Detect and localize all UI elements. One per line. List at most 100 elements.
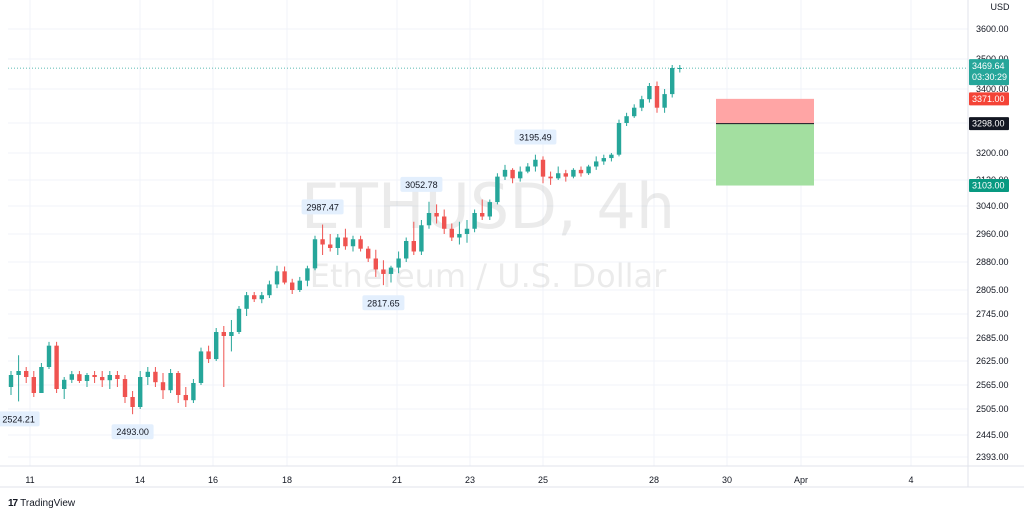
candle-down	[77, 374, 82, 381]
candle-down	[206, 351, 211, 360]
candle-up	[198, 351, 204, 383]
candle-up	[601, 158, 606, 162]
price-callout[interactable]	[0, 411, 40, 427]
y-tick-label: 2393.00	[976, 452, 1009, 462]
stop-price-tag-label: 3371.00	[972, 94, 1005, 104]
candle-down	[92, 375, 97, 377]
candle-up	[518, 171, 523, 179]
candle-down	[480, 213, 485, 217]
countdown-label: 03:30:29	[972, 72, 1007, 82]
candle-down	[320, 239, 325, 245]
price-callout-label: 3195.49	[519, 133, 552, 143]
candle-up	[677, 68, 682, 69]
candle-up	[62, 379, 67, 389]
candle-up	[297, 280, 302, 290]
y-tick-label: 3040.00	[976, 201, 1009, 211]
price-callout-label: 2817.65	[367, 298, 400, 308]
candle-down	[358, 239, 363, 249]
candle-up	[502, 169, 508, 177]
candle-up	[556, 173, 561, 179]
candle-up	[46, 345, 52, 367]
stop-loss-zone[interactable]	[716, 98, 814, 124]
price-callout[interactable]	[400, 176, 443, 192]
candle-up	[69, 374, 74, 380]
candle-down	[221, 332, 226, 336]
candle-up	[616, 123, 622, 155]
candle-down	[411, 241, 416, 252]
candle-down	[449, 228, 454, 238]
candle-up	[236, 308, 242, 332]
candle-up	[464, 228, 470, 234]
tradingview-logo-icon: 17	[8, 498, 18, 509]
tradingview-branding: 17 TradingView	[8, 498, 75, 509]
currency-label: USD	[990, 2, 1010, 12]
watermark-description: Ethereum / U.S. Dollar	[310, 257, 667, 295]
candle-down	[366, 248, 371, 259]
candle-down	[442, 216, 447, 229]
x-tick-label: 4	[908, 475, 913, 485]
candle-up	[8, 375, 14, 387]
candle-up	[396, 258, 401, 268]
candle-up	[419, 225, 424, 252]
candle-up	[457, 234, 462, 238]
candle-up	[350, 239, 356, 247]
candle-up	[84, 375, 90, 381]
take-profit-zone[interactable]	[716, 123, 814, 186]
x-tick-label: 14	[135, 475, 145, 485]
candle-down	[343, 237, 348, 247]
y-tick-label: 2960.00	[976, 229, 1009, 239]
candle-down	[130, 397, 135, 407]
candle-up	[16, 371, 21, 375]
y-tick-label: 3400.00	[976, 84, 1009, 94]
price-callout[interactable]	[362, 295, 405, 311]
candle-up	[639, 99, 644, 108]
candle-down	[510, 169, 515, 179]
candle-up	[647, 86, 652, 100]
candle-down	[252, 295, 257, 300]
price-callout-label: 3052.78	[405, 180, 438, 190]
candle-up	[244, 295, 249, 309]
candle-up	[274, 271, 280, 285]
candle-up	[624, 116, 629, 123]
candle-up	[335, 237, 340, 248]
x-tick-label: 25	[538, 475, 548, 485]
candle-up	[259, 295, 264, 300]
candle-up	[305, 268, 310, 281]
candle-up	[586, 166, 591, 174]
x-tick-label: 28	[649, 475, 659, 485]
x-tick-label: 11	[25, 475, 34, 485]
y-tick-label: 2445.00	[976, 430, 1009, 440]
candle-up	[39, 367, 44, 393]
candle-up	[594, 161, 599, 167]
last-price-label: 3469.64	[972, 61, 1005, 71]
candle-up	[145, 371, 150, 377]
candle-down	[578, 169, 584, 174]
y-tick-label: 2625.00	[976, 356, 1009, 366]
candle-up	[533, 159, 538, 167]
y-tick-label: 3600.00	[976, 24, 1009, 34]
candle-up	[229, 332, 234, 336]
candle-up	[632, 107, 637, 117]
price-callout-label: 2524.21	[2, 414, 35, 424]
candle-down	[54, 345, 59, 389]
candle-up	[487, 202, 492, 217]
candle-up	[571, 169, 576, 177]
candle-up	[525, 166, 530, 172]
candle-down	[176, 373, 181, 395]
tradingview-brand-name: TradingView	[20, 498, 76, 509]
candle-up	[214, 332, 219, 360]
candle-down	[540, 159, 546, 177]
price-callout-label: 2987.47	[306, 202, 339, 212]
target-price-tag-label: 3103.00	[972, 181, 1005, 191]
candle-up	[168, 373, 173, 391]
stop-price-tag	[969, 92, 1009, 106]
price-callout[interactable]	[111, 424, 154, 440]
candle-down	[373, 258, 378, 270]
price-callout[interactable]	[301, 199, 344, 215]
candle-up	[388, 267, 394, 274]
price-callout[interactable]	[514, 129, 557, 145]
candle-down	[31, 377, 36, 393]
price-callout-label: 2493.00	[116, 427, 149, 437]
